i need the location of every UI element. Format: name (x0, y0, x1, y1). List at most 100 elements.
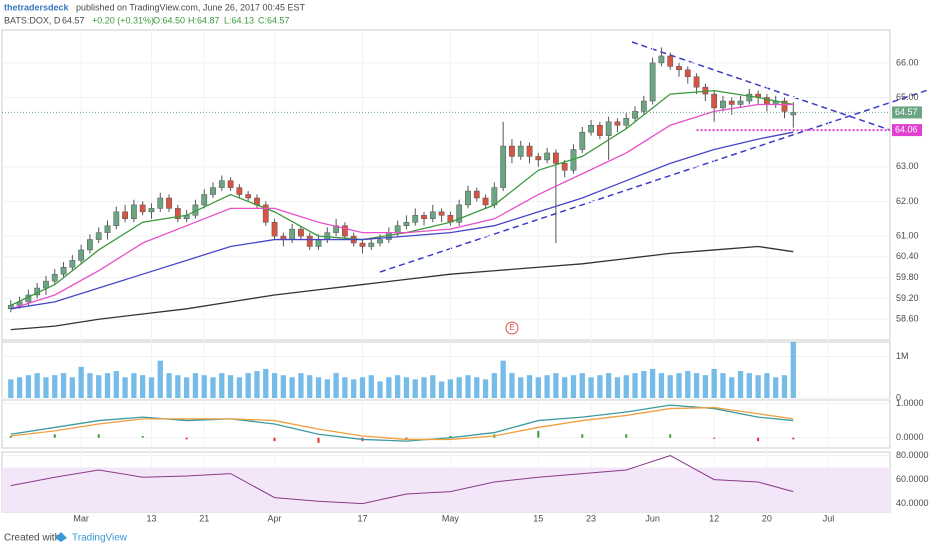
volume-bar (553, 373, 559, 398)
candle-body (210, 187, 216, 195)
candle-body (412, 215, 419, 223)
volume-bar (236, 377, 243, 398)
macd-pane (1, 399, 891, 449)
candle-body (148, 208, 155, 213)
volume-bar (201, 375, 207, 398)
candle-body (579, 131, 586, 150)
candle-body (342, 225, 348, 237)
volume-bar (667, 375, 673, 398)
y-tick-label: 59.80 (896, 272, 919, 282)
volume-bar (333, 373, 339, 398)
volume-bar (641, 371, 647, 398)
candle-body (526, 145, 533, 157)
y-tick-label: 1.0000 (896, 398, 924, 408)
candle-body (684, 69, 691, 78)
logo (55, 532, 67, 542)
symbol: BATS:DOX, D (4, 15, 61, 25)
candle-body (421, 215, 427, 220)
footer-brand[interactable]: TradingView (72, 533, 128, 544)
volume-bar (307, 375, 313, 398)
volume-bar (535, 377, 541, 398)
candle-body (218, 180, 225, 188)
author[interactable]: thetradersdeck (4, 2, 70, 12)
candle-body (438, 211, 445, 216)
macd-histogram (317, 437, 320, 443)
macd-histogram (273, 437, 276, 442)
candle-body (245, 194, 252, 199)
volume-bar (447, 379, 454, 398)
x-tick-label: Mar (73, 513, 89, 523)
moving-average (10, 245, 794, 331)
volume-bar (649, 368, 656, 398)
y-tick-label: 0 (896, 392, 901, 402)
y-tick-label: 63.00 (896, 161, 919, 171)
volume-bar (157, 360, 163, 398)
candle-body (473, 190, 480, 199)
candle-body (456, 204, 463, 223)
volume-bar (456, 377, 462, 398)
volume-bar (280, 375, 286, 398)
x-tick-label: 20 (762, 513, 772, 523)
close: C:64.57 (258, 15, 290, 25)
candle-body (315, 239, 322, 247)
candle-body (746, 93, 753, 102)
volume-bar (491, 373, 497, 398)
volume-bar (263, 368, 269, 398)
candle-body (95, 232, 102, 240)
volume-bar (183, 377, 190, 398)
candle-body (174, 208, 181, 220)
volume-bar (746, 373, 752, 398)
candle-body (465, 190, 471, 206)
volume-bar (271, 373, 278, 398)
signal-line (10, 406, 794, 441)
volume-bar (324, 379, 330, 398)
x-tick-label: 12 (709, 513, 719, 523)
candle-body (517, 145, 524, 157)
volume-bar (693, 373, 700, 398)
candle-body (676, 66, 682, 71)
candle-body (298, 228, 304, 237)
volume-bar (368, 375, 374, 398)
high: H:64.87 (188, 15, 220, 25)
volume-bar (104, 373, 111, 398)
volume-bar (685, 371, 691, 398)
volume-bar (166, 373, 172, 398)
candle-body (596, 125, 603, 136)
volume-bar (465, 375, 471, 398)
volume-bar (755, 375, 761, 398)
volume-bar (351, 379, 357, 398)
x-tick-label: 17 (357, 513, 367, 523)
volume-bar (562, 377, 568, 398)
volume-bar (342, 377, 348, 398)
volume-bar (131, 373, 137, 398)
x-tick-label: 23 (586, 513, 596, 523)
volume-bar (729, 377, 735, 398)
main-pane (1, 29, 891, 341)
macd-histogram (405, 437, 408, 440)
macd-histogram (792, 437, 795, 440)
volume-bar (676, 373, 682, 398)
volume-bar (509, 373, 515, 398)
candle-body (667, 55, 674, 67)
earnings-marker (505, 321, 519, 335)
candle-body (649, 62, 656, 102)
open: O:64.50 (153, 15, 185, 25)
candle-body (113, 211, 120, 226)
candle-body (333, 225, 339, 233)
candle-body (69, 260, 76, 268)
volume-bar (52, 375, 58, 398)
y-tick-label: 58.60 (896, 314, 919, 324)
volume-bar (711, 368, 717, 398)
y-tick-label: 66.00 (896, 57, 919, 67)
volume-bar (658, 373, 665, 398)
volume-bar (140, 375, 146, 398)
candle-body (130, 204, 137, 220)
macd-histogram (141, 436, 144, 438)
macd-histogram (9, 436, 12, 438)
volume-bar (614, 377, 621, 398)
x-tick-label: Apr (268, 513, 282, 523)
x-tick-label: Jun (645, 513, 660, 523)
candle-body (509, 145, 515, 157)
rsi-line (10, 455, 794, 505)
candle-body (500, 145, 507, 188)
